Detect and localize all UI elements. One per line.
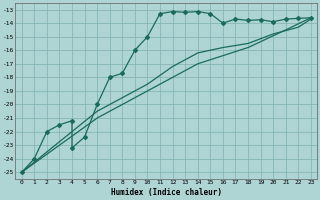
X-axis label: Humidex (Indice chaleur): Humidex (Indice chaleur) [111,188,222,197]
